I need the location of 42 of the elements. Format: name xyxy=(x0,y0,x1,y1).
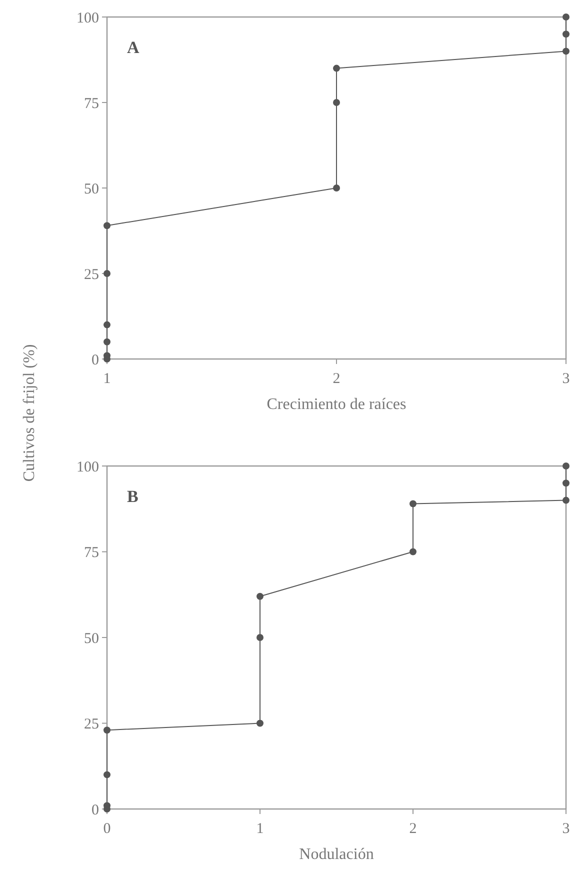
x-axis-title: Nodulación xyxy=(299,846,374,863)
y-tick-label: 0 xyxy=(92,352,99,368)
point xyxy=(562,496,570,504)
point xyxy=(562,14,570,20)
point xyxy=(104,338,110,346)
point xyxy=(333,99,340,106)
annotation: A xyxy=(127,38,140,57)
x-tick-label: 1 xyxy=(256,821,264,837)
point xyxy=(333,184,340,192)
point xyxy=(562,48,570,55)
x-tick-label: 3 xyxy=(562,821,570,837)
annotation: B xyxy=(127,487,138,506)
y-tick-label: 100 xyxy=(76,459,99,476)
y-tick-label: 50 xyxy=(84,181,99,198)
y-tick-label: 75 xyxy=(84,96,99,112)
y-tick-label: 50 xyxy=(84,630,99,647)
point xyxy=(104,222,110,230)
point xyxy=(562,462,570,470)
point xyxy=(562,30,570,38)
x-tick-label: 2 xyxy=(332,371,340,387)
point xyxy=(410,500,416,508)
y-axis-title: Cultivos de frijol (%) xyxy=(21,344,38,482)
point xyxy=(410,548,416,556)
y-tick-label: 75 xyxy=(84,545,99,561)
x-tick-label: 3 xyxy=(562,371,570,387)
point xyxy=(104,726,110,734)
point xyxy=(104,771,110,778)
point xyxy=(256,592,264,600)
x-axis-title: Crecimiento de raíces xyxy=(266,396,406,413)
x-tick-label: 1 xyxy=(103,371,111,387)
y-tick-label: 25 xyxy=(84,266,99,283)
y-tick-label: 0 xyxy=(92,802,99,818)
point xyxy=(256,720,264,727)
point xyxy=(562,480,570,487)
point xyxy=(104,270,110,277)
point xyxy=(256,634,264,641)
x-tick-label: 2 xyxy=(409,821,417,837)
x-tick-label: 0 xyxy=(103,821,111,837)
point xyxy=(104,321,110,328)
y-tick-label: 25 xyxy=(84,716,99,732)
point xyxy=(333,64,340,72)
y-tick-label: 100 xyxy=(76,10,99,26)
